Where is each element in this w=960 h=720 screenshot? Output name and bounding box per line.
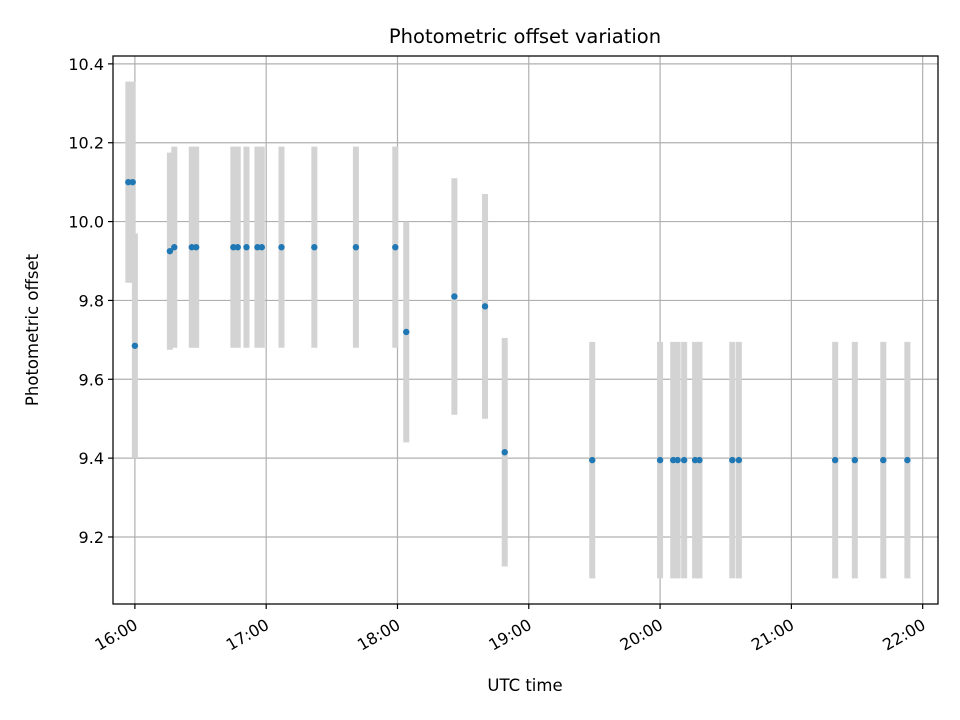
y-axis: 9.2 9.4 9.6 9.8 10.0 10.2 10.4	[68, 55, 113, 547]
data-point	[188, 244, 195, 251]
y-tick-label: 10.0	[68, 213, 104, 232]
data-point	[670, 456, 677, 464]
data-point	[680, 456, 688, 464]
data-point	[696, 456, 703, 464]
y-tick-label: 9.2	[79, 528, 104, 547]
plot-frame	[112, 55, 939, 605]
data-point	[674, 456, 681, 464]
data-point	[258, 244, 266, 251]
data-point	[403, 328, 410, 336]
data-point	[481, 303, 489, 310]
data-point	[254, 244, 261, 251]
data-point	[234, 244, 241, 251]
data-point	[192, 244, 200, 251]
y-axis-title: Photometric offset	[23, 253, 42, 406]
data-point	[589, 456, 596, 464]
data-point	[171, 244, 178, 251]
data-points	[125, 178, 911, 464]
y-tick-label: 10.4	[68, 55, 104, 74]
data-point	[451, 293, 458, 300]
y-tick-label: 10.2	[68, 134, 104, 153]
plot-area	[113, 56, 938, 604]
data-point	[352, 244, 360, 251]
data-point	[501, 449, 508, 456]
chart-title: Photometric offset variation	[389, 25, 661, 48]
data-point	[131, 342, 139, 349]
data-point	[735, 456, 743, 464]
data-point	[691, 456, 699, 464]
data-point	[230, 244, 237, 251]
data-point	[880, 456, 887, 464]
data-point	[831, 456, 839, 464]
data-point	[904, 456, 911, 464]
y-tick-label: 9.6	[79, 370, 104, 389]
x-axis-title: UTC time	[487, 676, 562, 695]
data-point	[166, 247, 174, 255]
data-point	[729, 456, 736, 464]
data-point	[656, 456, 664, 464]
grid	[113, 56, 938, 604]
data-point	[125, 178, 132, 186]
data-point	[129, 178, 136, 186]
data-point	[851, 456, 859, 464]
data-point	[278, 244, 285, 251]
y-tick-label: 9.8	[79, 291, 104, 310]
data-point	[243, 244, 250, 251]
data-point	[392, 244, 399, 251]
data-point	[311, 244, 318, 251]
y-tick-label: 9.4	[79, 449, 104, 468]
